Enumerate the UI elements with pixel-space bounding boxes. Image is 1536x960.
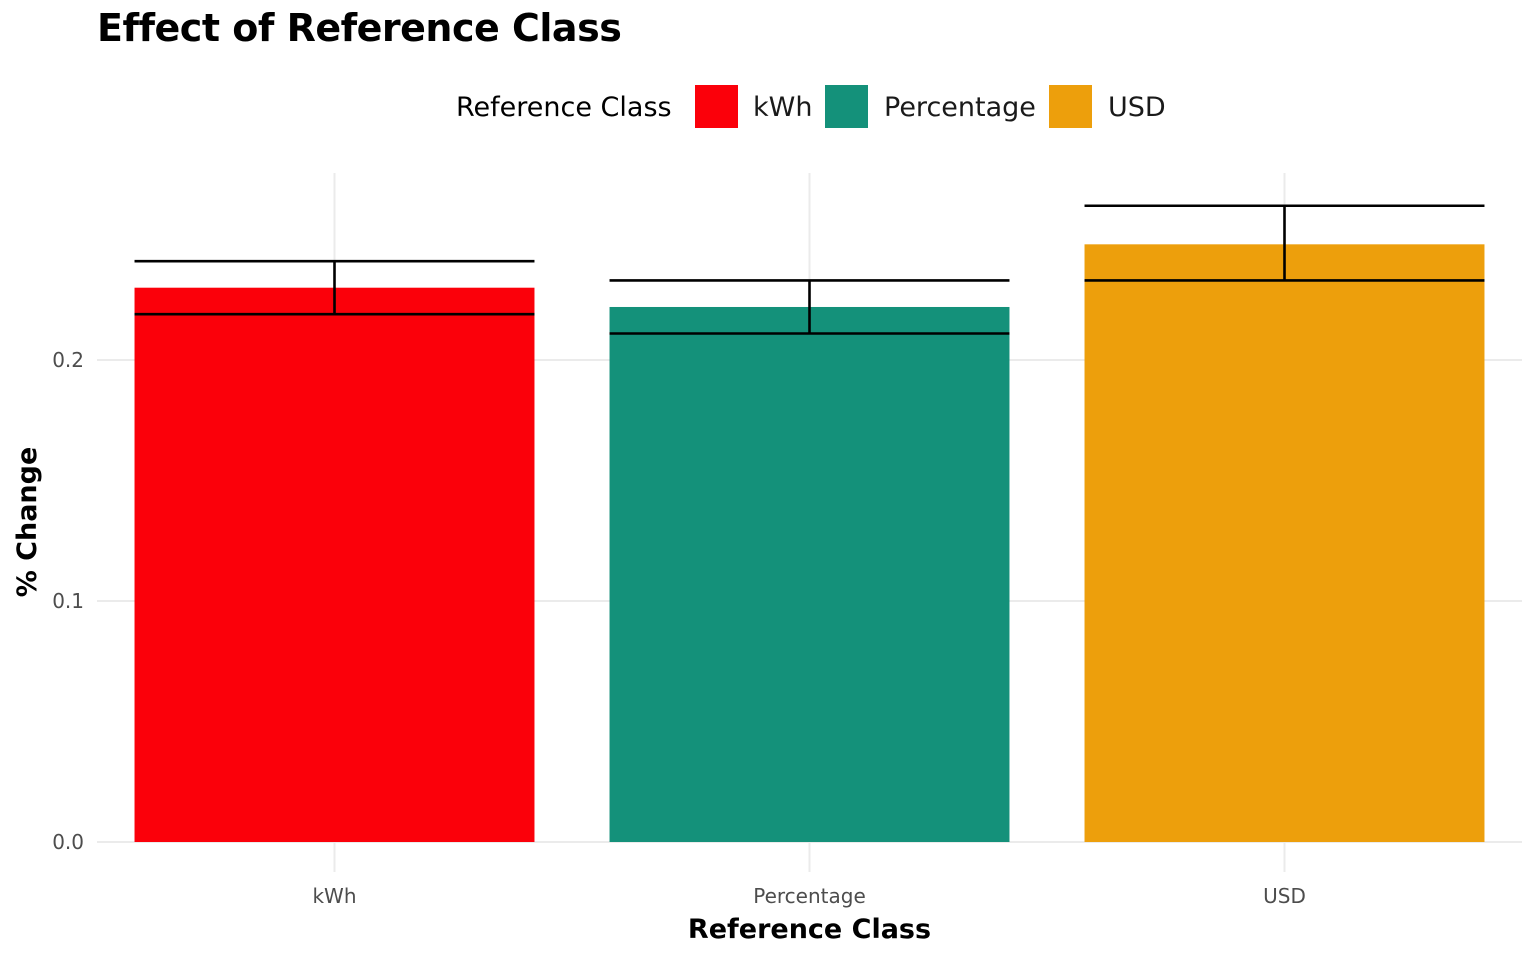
chart-title: Effect of Reference Class <box>97 6 622 50</box>
y-tick-label: 0.1 <box>52 589 84 613</box>
error-bars <box>134 204 1485 335</box>
legend-item-percentage: Percentage <box>825 85 1036 128</box>
error-bar-percentage <box>609 279 1010 335</box>
legend-item-usd: USD <box>1049 85 1166 128</box>
legend-label: kWh <box>753 92 812 123</box>
bar-percentage <box>609 306 1010 843</box>
bar-kwh <box>134 287 535 842</box>
legend-swatch <box>695 85 738 128</box>
y-tick-label: 0.2 <box>52 348 84 372</box>
x-tick-label: kWh <box>312 884 356 908</box>
legend: Reference Class kWh Percentage USD <box>456 85 1166 128</box>
y-tick-label: 0.0 <box>52 830 84 854</box>
x-tick-label: USD <box>1263 884 1306 908</box>
legend-title: Reference Class <box>456 92 672 123</box>
legend-label: Percentage <box>884 92 1036 123</box>
legend-label: USD <box>1108 92 1166 123</box>
bars <box>134 244 1485 843</box>
bar-usd <box>1084 244 1485 842</box>
y-axis-title: % Change <box>12 447 43 598</box>
x-axis-ticks: kWh Percentage USD <box>312 884 1305 908</box>
error-bar-kwh <box>134 259 535 316</box>
error-bar-usd <box>1084 204 1485 282</box>
legend-item-kwh: kWh <box>695 85 812 128</box>
x-tick-label: Percentage <box>753 884 866 908</box>
legend-swatch <box>825 85 868 128</box>
x-axis-title: Reference Class <box>688 914 931 945</box>
y-axis-ticks: 0.0 0.1 0.2 <box>52 348 84 854</box>
legend-swatch <box>1049 85 1092 128</box>
